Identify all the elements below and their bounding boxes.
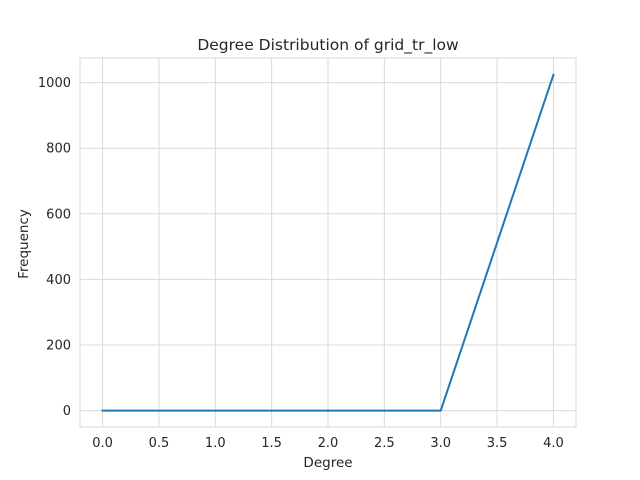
- grid: [80, 58, 576, 427]
- y-axis-label: Frequency: [16, 209, 32, 279]
- x-tick-label: 2.0: [318, 436, 339, 451]
- plot-area-frame: [79, 57, 577, 428]
- y-tick-label: 1000: [38, 76, 71, 91]
- y-tick-label: 400: [46, 273, 71, 288]
- x-axis-ticks: 0.0 0.5 1.0 1.5 2.0 2.5 3.0 3.5 4.0: [92, 436, 564, 451]
- y-tick-label: 200: [46, 339, 71, 354]
- x-tick-label: 2.5: [374, 436, 395, 451]
- y-axis-ticks: 0 200 400 600 800 1000: [38, 76, 71, 419]
- x-tick-label: 4.0: [543, 436, 564, 451]
- x-tick-label: 0.5: [149, 436, 170, 451]
- x-axis-label: Degree: [303, 455, 352, 471]
- y-tick-label: 800: [46, 142, 71, 157]
- x-tick-label: 1.0: [205, 436, 226, 451]
- x-tick-label: 3.0: [430, 436, 451, 451]
- y-tick-label: 600: [46, 207, 71, 222]
- series-layer: [101, 73, 555, 412]
- chart-title: Degree Distribution of grid_tr_low: [197, 36, 459, 55]
- series-line: [101, 73, 555, 412]
- x-tick-label: 1.5: [261, 436, 282, 451]
- x-tick-label: 3.5: [487, 436, 508, 451]
- x-tick-label: 0.0: [92, 436, 113, 451]
- y-tick-label: 0: [63, 404, 71, 419]
